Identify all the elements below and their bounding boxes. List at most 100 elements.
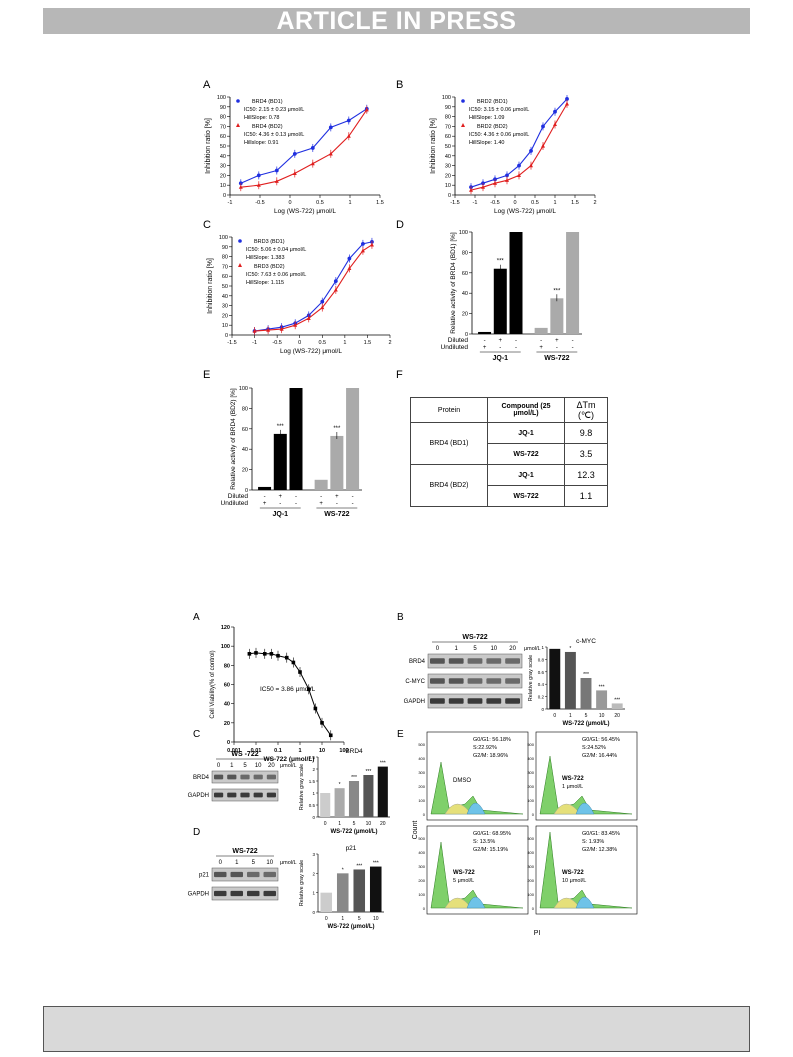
legend-marker [238,263,242,267]
x-tick-label: 1 [553,200,556,206]
bar [493,268,507,334]
data-point [328,151,333,156]
data-point [517,173,521,177]
significance-label: *** [356,863,362,869]
y-tick-label: 1 [312,791,315,796]
data-point [481,184,485,189]
blot-row-label: C-MYC [405,679,425,685]
blot-row-label: BRD4 [193,775,210,781]
diluted-symbol: + [335,494,339,500]
data-point [256,183,261,187]
y-tick-label: 90 [445,105,451,111]
y-tick-label: 30 [222,304,228,310]
flow-g0g1-label: G0/G1: 68.95% [473,831,511,837]
flow-g2-peak [466,896,486,909]
flow-y-tick-label: 500 [527,836,534,841]
flow-y-tick-label: 300 [527,770,534,775]
blot-band [214,774,224,780]
diluted-symbol: + [279,494,283,500]
significance-label: *** [599,684,605,690]
x-tick-label: 100 [339,748,348,754]
bar [369,866,382,912]
flow-g2m-label: G2/M: 16.44% [582,753,617,759]
data-point [310,146,315,150]
flow-s-label: S: 13.5% [473,839,495,845]
y-tick-label: 90 [220,105,226,111]
x-axis-title: Log (WS-722) μmol/L [494,208,556,215]
bar [550,298,564,334]
y-tick-label: 10 [220,183,226,189]
blot-band [448,698,464,704]
table-cell-value: 3.5 [564,443,608,465]
flow-g2-peak [575,896,595,909]
blot-band [505,678,520,684]
significance-label: *** [583,672,589,678]
flow-y-tick-label: 100 [418,892,425,897]
series-2-fit-line [240,109,368,188]
y-tick-label: 60 [222,274,228,280]
y-tick-label: 20 [445,173,451,179]
data-point [361,241,365,246]
data-point [306,316,311,320]
data-point [293,323,298,327]
y-tick-label: 100 [239,386,248,392]
data-point [284,655,289,660]
blot-strip [211,867,279,882]
flow-y-tick-label: 100 [418,798,425,803]
y-tick-label: 60 [220,134,226,140]
blot-band [227,792,237,798]
flow-y-tick-label: 500 [418,836,425,841]
flow-y-tick-label: 400 [418,850,425,855]
bar [509,232,523,334]
x-tick-label: 20 [614,713,620,719]
y-axis-title: Relative activity of BRD4 (BD1) [%] [450,232,457,334]
data-point [553,122,557,127]
significance-label: *** [553,288,561,294]
blot-unit: μmol/L [280,763,297,769]
x-tick-label: 1.5 [376,200,384,206]
panel-label-d: D [396,219,404,231]
table-header-compound: Compound (25 μmol/L) [487,397,565,423]
y-tick-label: 80 [220,115,226,121]
flow-y-tick-label: 0 [532,906,535,911]
footer-citation-box [43,1006,750,1052]
x-tick-label: 1 [348,200,351,206]
x-tick-label: 10 [319,748,325,754]
table-cell-compound: JQ-1 [487,422,565,444]
flow-y-tick-label: 200 [418,878,425,883]
blot-concentration: 1 [230,763,234,769]
x-tick-label: -1 [473,200,478,206]
fig2-panel-label-d: D [193,827,200,838]
blot-concentration: 10 [490,646,497,652]
y-tick-label: 0.2 [538,695,545,700]
data-point [291,660,296,665]
flow-sample-label: WS-722 [562,870,584,876]
flow-g0g1-label: G0/G1: 56.45% [582,737,620,743]
flow-sample-label: WS-722 [562,776,584,782]
flow-y-tick-label: 400 [527,756,534,761]
y-tick-label: 50 [220,144,226,150]
y-tick-label: 20 [242,468,248,474]
y-tick-label: 80 [242,406,248,412]
x-axis-title: Log (WS-722) μmol/L [274,208,336,215]
data-point [493,181,497,185]
significance-label: *** [277,424,285,430]
blot-band [505,658,520,664]
flow-g0g1-label: G0/G1: 83.45% [582,831,620,837]
legend-series-1: BRD3 (BD1) [254,239,285,245]
x-tick-label: 0.01 [251,748,262,754]
y-tick-label: 20 [222,313,228,319]
legend-marker [461,123,465,127]
data-point [505,173,509,178]
undiluted-symbol: - [572,345,574,351]
data-point [306,687,311,692]
bar [363,775,374,817]
bar [534,327,548,334]
flow-g0g1-label: G0/G1: 56.18% [473,737,511,743]
article-in-press-banner: ARTICLE IN PRESS [43,8,750,34]
y-tick-label: 70 [222,264,228,270]
diluted-label: Diluted [448,337,469,344]
flow-x-axis-title: PI [534,930,541,937]
legend-marker [236,123,240,127]
y-axis-title: Inhibition ratio [%] [430,118,437,174]
